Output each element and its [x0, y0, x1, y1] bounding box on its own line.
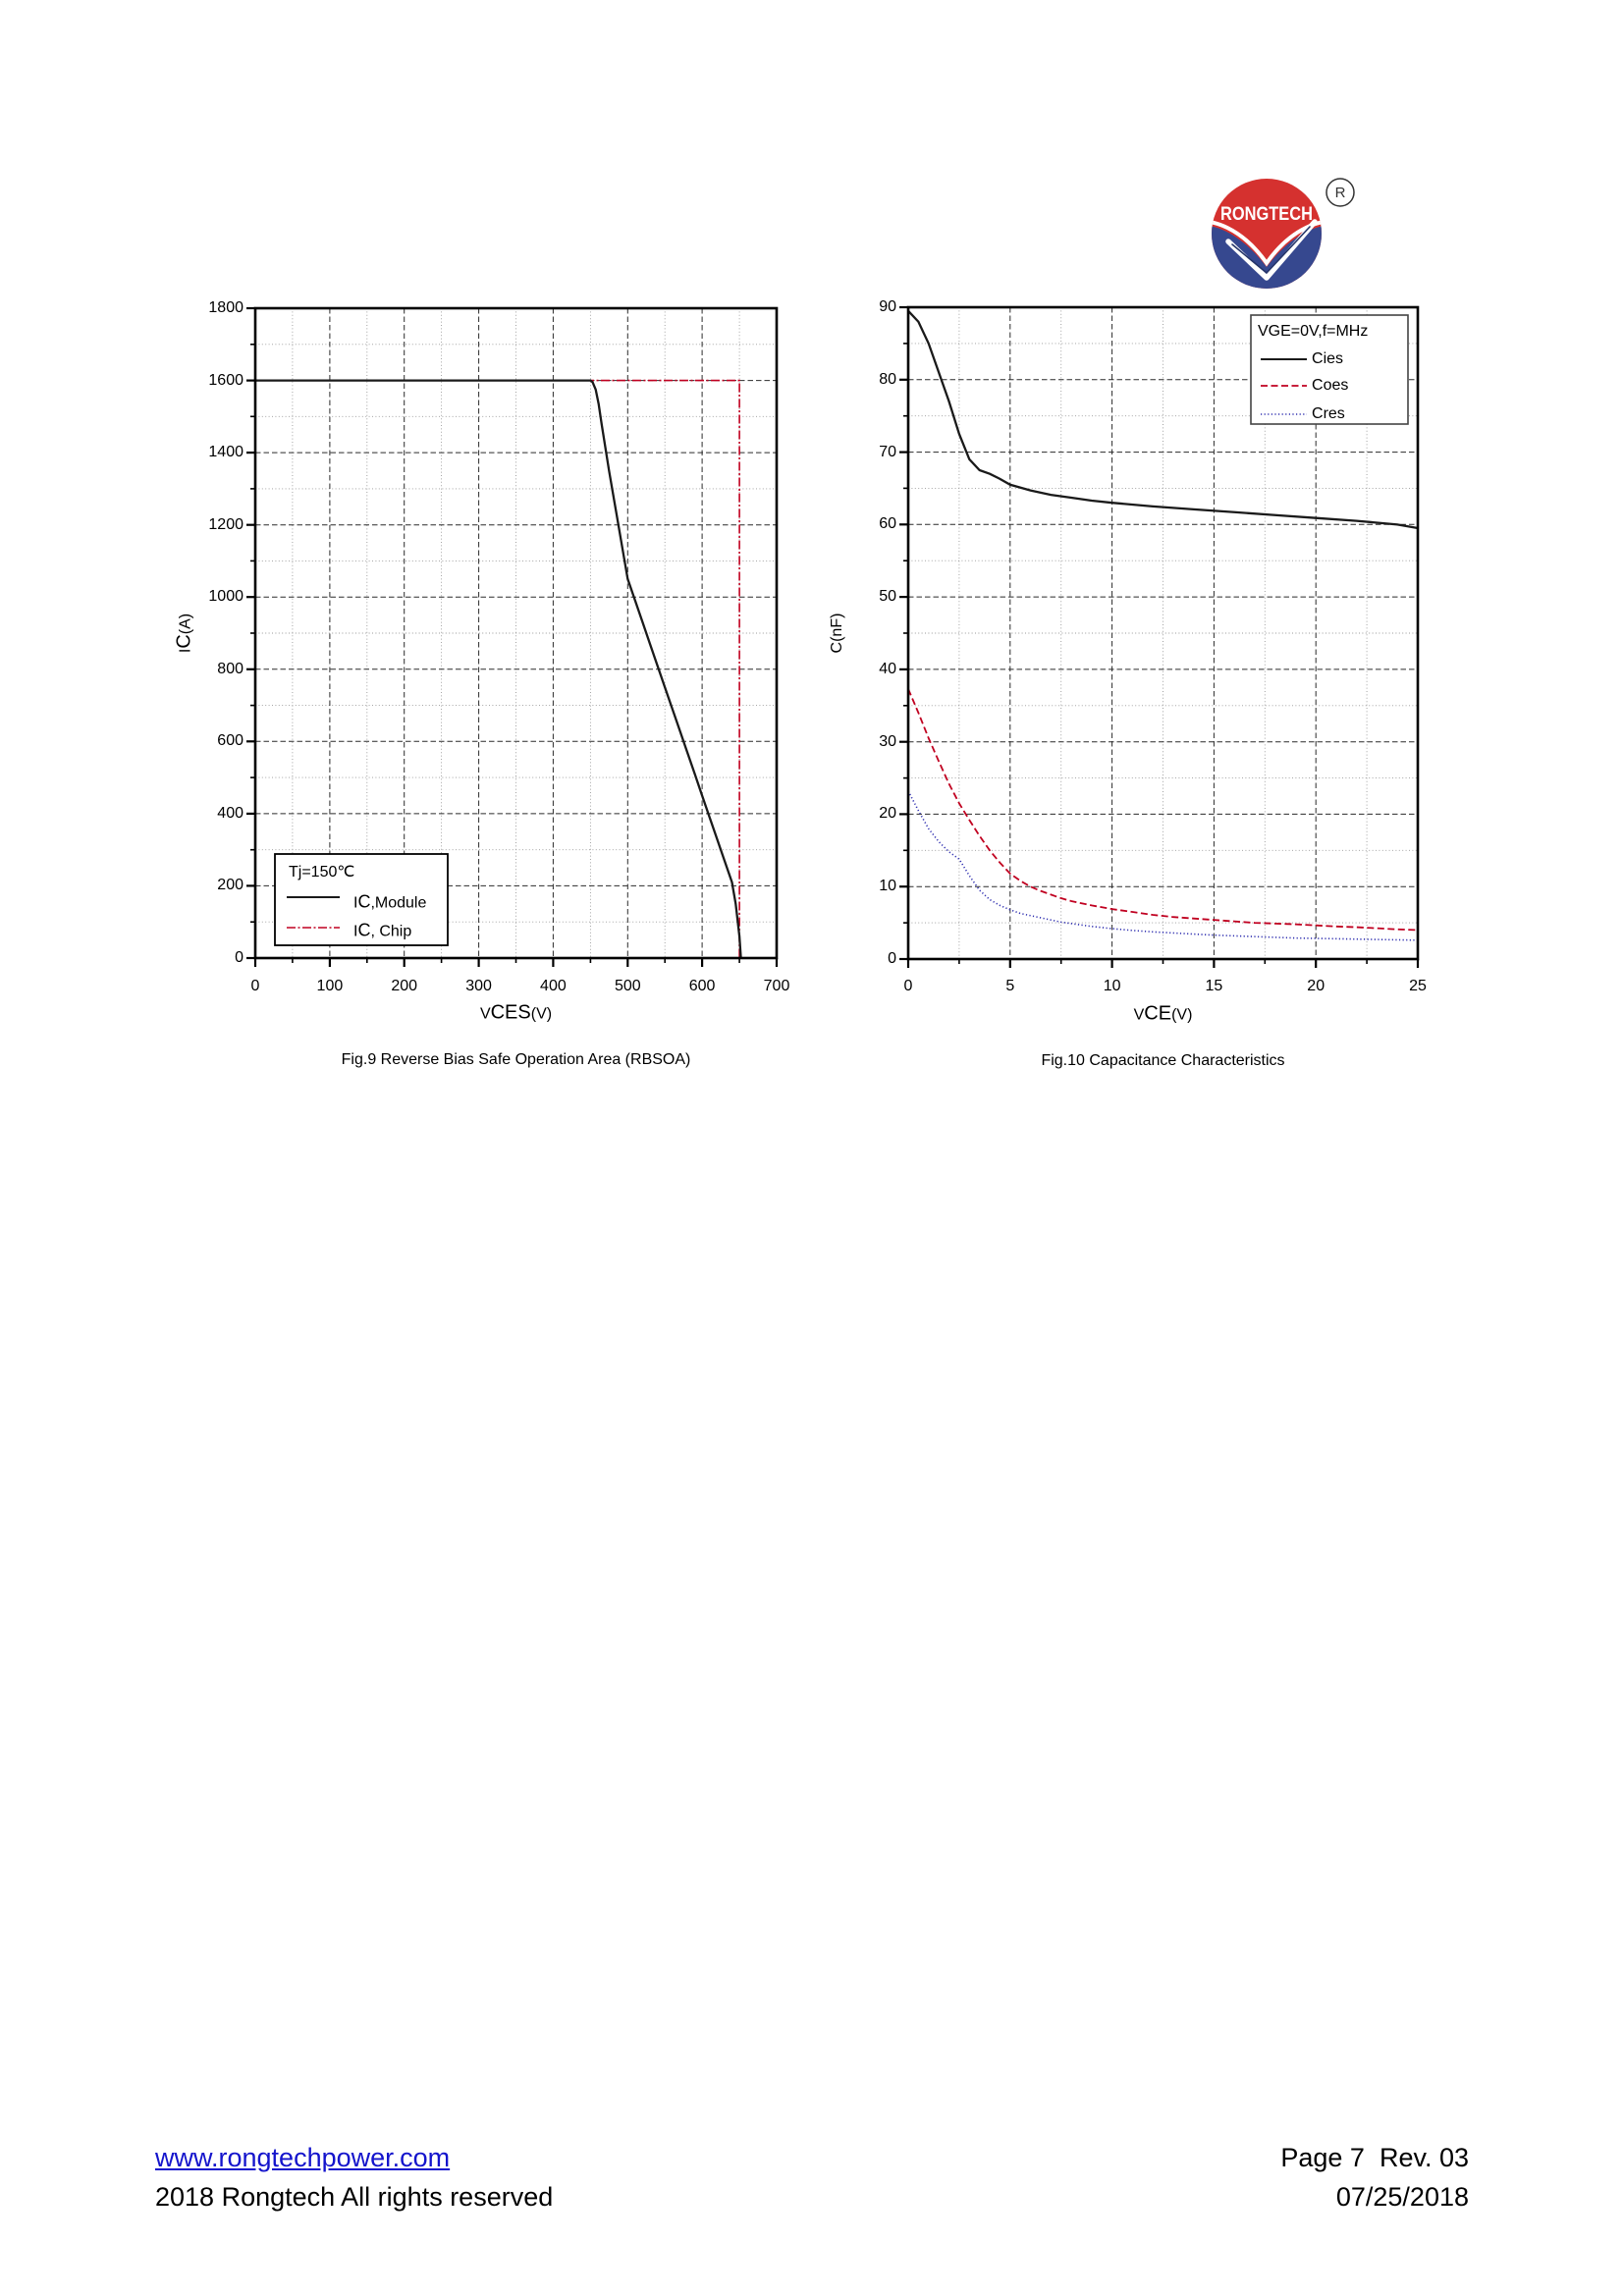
svg-text:R: R	[1335, 185, 1346, 201]
svg-text:RONGTECH: RONGTECH	[1220, 204, 1313, 225]
